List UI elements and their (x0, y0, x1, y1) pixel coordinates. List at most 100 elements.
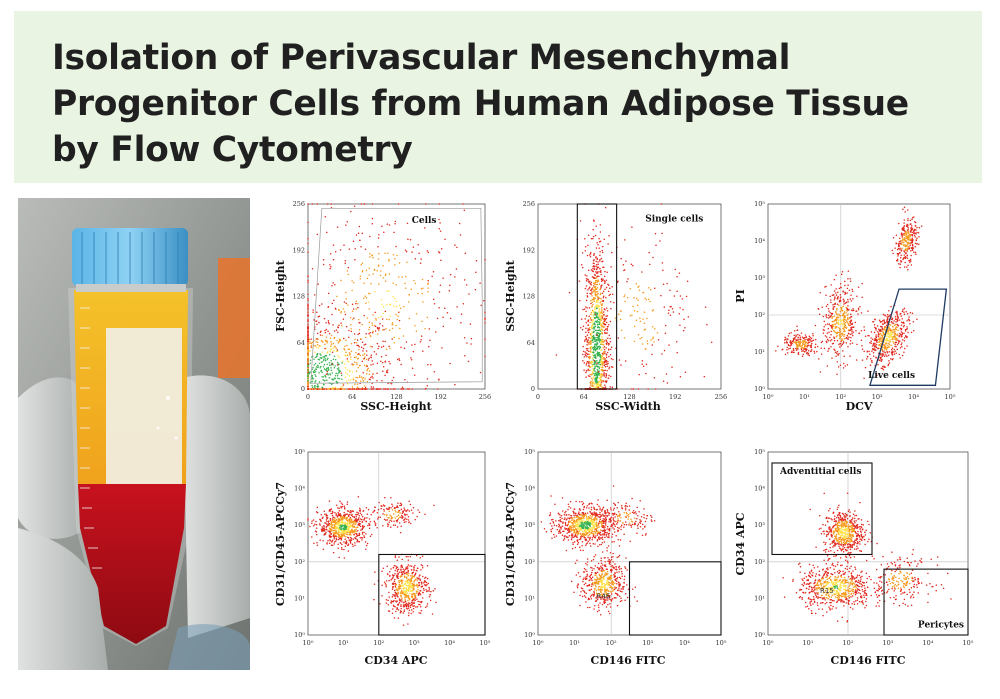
event-dot (911, 237, 914, 239)
event-dot (873, 344, 875, 346)
event-dot (410, 359, 413, 361)
event-dot (376, 362, 379, 365)
event-dot (484, 355, 486, 358)
event-dot (316, 383, 319, 386)
event-dot (440, 247, 443, 250)
event-dot (323, 526, 325, 528)
event-dot (883, 322, 886, 324)
event-dot (901, 333, 904, 335)
event-dot (370, 354, 373, 356)
event-dot (897, 255, 899, 257)
event-dot (850, 313, 852, 316)
event-dot (321, 334, 323, 337)
event-dot (357, 302, 359, 305)
event-dot (631, 226, 633, 228)
event-dot (582, 345, 584, 348)
event-dot (353, 388, 356, 390)
event-dot (316, 544, 319, 546)
event-dot (361, 232, 364, 235)
event-dot (378, 234, 380, 236)
event-dot (339, 537, 342, 540)
event-dot (324, 329, 326, 332)
event-dot (608, 235, 610, 237)
event-dot (325, 388, 328, 390)
event-dot (803, 348, 806, 350)
event-dot (307, 340, 309, 342)
event-dot (601, 316, 604, 319)
event-dot (592, 313, 594, 316)
event-dot (592, 370, 595, 372)
event-dot (875, 357, 877, 359)
event-dot (350, 330, 353, 333)
event-dot (325, 373, 328, 375)
event-dot (596, 336, 598, 339)
event-dot (362, 526, 365, 529)
event-dot (916, 237, 918, 239)
event-dot (595, 260, 597, 263)
event-dot (834, 296, 836, 298)
event-dot (368, 524, 371, 526)
event-dot (323, 363, 326, 366)
event-dot (597, 298, 599, 300)
event-dot (823, 326, 825, 328)
event-dot (795, 349, 798, 351)
event-dot (920, 225, 923, 227)
event-dot (346, 220, 348, 223)
event-dot (344, 345, 346, 348)
event-dot (316, 323, 318, 326)
event-dot (635, 319, 638, 321)
y-axis-label: SSC-Height (504, 259, 517, 331)
event-dot (334, 512, 336, 514)
event-dot (315, 346, 318, 348)
event-dot (826, 341, 828, 344)
event-dot (385, 370, 388, 372)
event-dot (850, 300, 853, 302)
event-dot (357, 519, 360, 521)
event-dot (594, 367, 596, 369)
event-dot (897, 244, 900, 246)
event-dot (662, 269, 664, 272)
event-dot (396, 318, 399, 321)
event-dot (840, 332, 843, 335)
event-dot (843, 362, 845, 365)
event-dot (595, 264, 598, 266)
event-dot (595, 333, 598, 335)
event-dot (357, 388, 360, 390)
event-dot (360, 338, 362, 340)
event-dot (587, 280, 590, 282)
event-dot (896, 320, 899, 322)
event-dot (844, 321, 847, 324)
event-dot (603, 266, 605, 269)
event-dot (792, 337, 795, 340)
event-dot (392, 376, 395, 379)
event-dot (602, 245, 604, 248)
event-dot (594, 336, 596, 339)
event-dot (378, 329, 380, 331)
event-dot (898, 262, 900, 265)
event-dot (903, 241, 905, 244)
event-dot (347, 304, 349, 306)
event-dot (619, 310, 622, 312)
event-dot (413, 279, 415, 282)
event-dot (599, 324, 602, 327)
event-dot (593, 300, 595, 302)
event-dot (587, 375, 590, 377)
event-dot (351, 529, 354, 532)
event-dot (841, 338, 843, 340)
event-dot (596, 355, 599, 357)
event-dot (401, 386, 404, 389)
event-dot (660, 203, 663, 205)
event-dot (896, 323, 898, 326)
event-dot (591, 292, 594, 294)
event-dot (356, 530, 359, 532)
event-dot (822, 315, 825, 318)
event-dot (319, 357, 321, 359)
event-dot (349, 526, 352, 528)
event-dot (371, 346, 373, 348)
event-dot (802, 343, 805, 346)
event-dot (365, 544, 368, 547)
event-dot (816, 350, 818, 353)
event-dot (405, 250, 408, 253)
event-dot (881, 355, 883, 358)
